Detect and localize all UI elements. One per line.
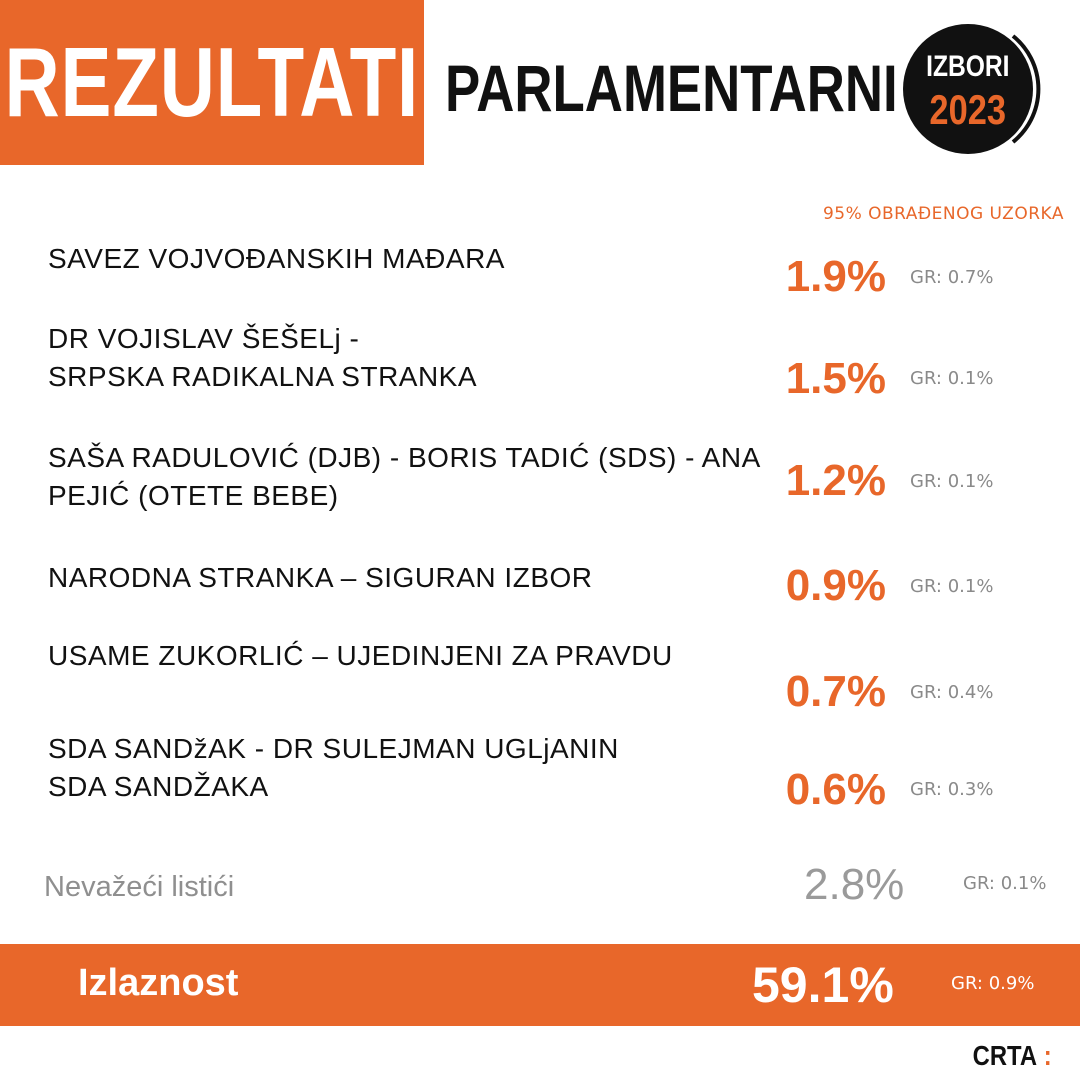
party-margin: GR: 0.1%	[910, 471, 994, 492]
party-name: DR VOJISLAV ŠEŠELj - SRPSKA RADIKALNA ST…	[48, 323, 478, 392]
turnout-percent: 59.1%	[752, 957, 894, 1013]
turnout-label: Izlaznost	[78, 962, 239, 1004]
party-margin: GR: 0.3%	[910, 779, 994, 800]
title-banner: REZULTATI	[0, 0, 424, 165]
badge-label: IZBORI	[926, 50, 1010, 83]
crta-logo: CRTA:	[972, 1040, 1052, 1071]
party-percent: 0.6%	[785, 765, 886, 814]
party-name: SDA SANDžAK - DR SULEJMAN UGLjANIN SDA S…	[48, 733, 619, 802]
party-margin: GR: 0.1%	[910, 576, 994, 597]
badge-year: 2023	[929, 86, 1007, 133]
party-margin: GR: 0.7%	[910, 267, 994, 288]
party-percent: 1.5%	[785, 354, 886, 403]
party-name: SAVEZ VOJVOĐANSKIH MAĐARA	[48, 243, 505, 274]
subtitle-text: PARLAMENTARNI	[445, 51, 898, 125]
page-title: REZULTATI	[4, 27, 420, 137]
sample-note: 95% OBRAĐENOG UZORKA	[822, 204, 1064, 224]
turnout-margin: GR: 0.9%	[951, 973, 1035, 994]
party-percent: 0.9%	[785, 561, 886, 610]
party-percent: 0.7%	[785, 667, 886, 716]
badge-ring-icon	[1011, 34, 1041, 144]
party-percent: 1.9%	[785, 252, 886, 301]
party-name: NARODNA STRANKA – SIGURAN IZBOR	[48, 562, 593, 593]
election-badge: IZBORI 2023	[903, 24, 1033, 154]
invalid-ballots-percent: 2.8%	[804, 860, 905, 909]
invalid-ballots-label: Nevažeći listići	[44, 871, 235, 903]
party-margin: GR: 0.1%	[910, 368, 994, 389]
party-percent: 1.2%	[785, 456, 886, 505]
party-name: SAŠA RADULOVIĆ (DJB) - BORIS TADIĆ (SDS)…	[48, 442, 761, 511]
party-name: USAME ZUKORLIĆ – UJEDINJENI ZA PRAVDU	[48, 640, 673, 671]
election-type: PARLAMENTARNI	[445, 50, 905, 130]
invalid-ballots-margin: GR: 0.1%	[963, 873, 1047, 894]
party-margin: GR: 0.4%	[910, 682, 994, 703]
turnout-bar: Izlaznost 59.1% GR: 0.9%	[0, 944, 1080, 1026]
